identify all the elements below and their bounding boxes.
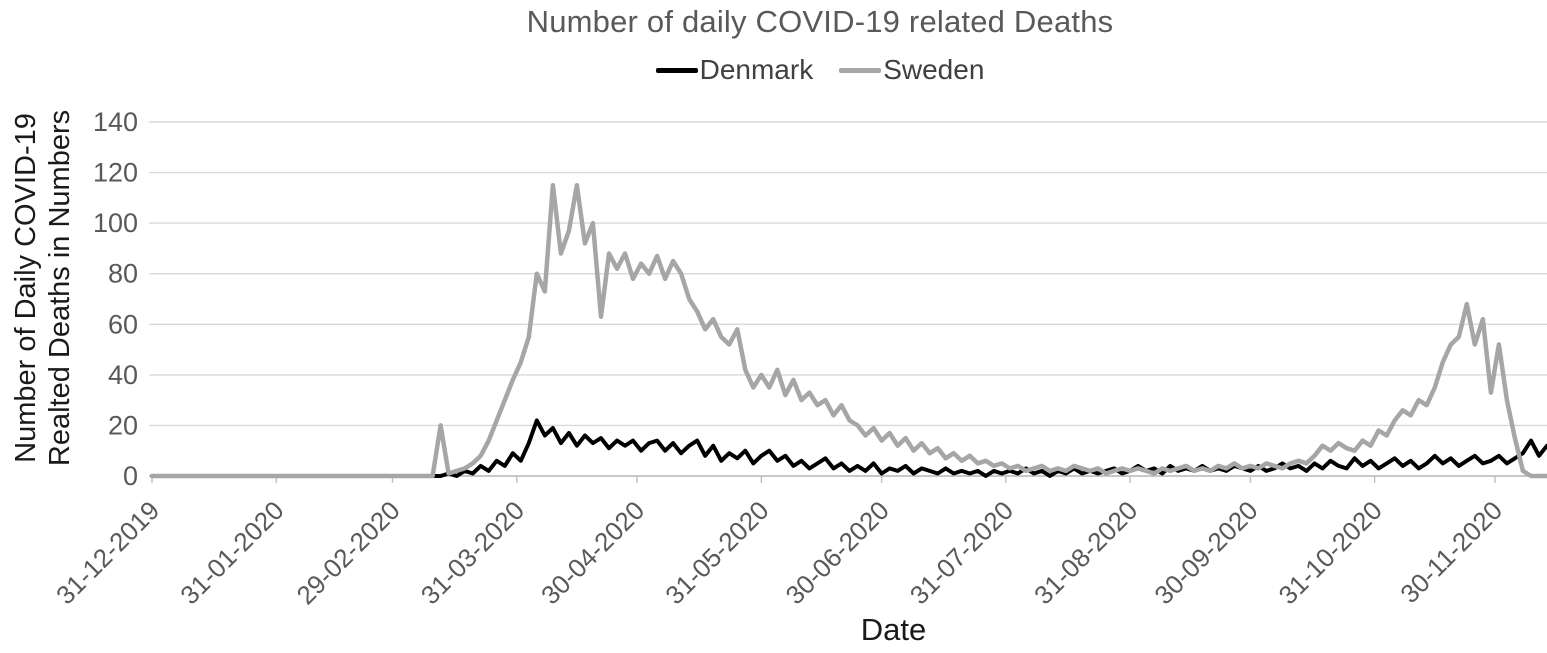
x-tick-label: 30-04-2020 (535, 495, 650, 610)
y-axis-title: Number of Daily COVID-19 Realted Deaths … (9, 73, 79, 503)
y-tick-label: 80 (108, 259, 138, 289)
x-tick-label: 31-03-2020 (415, 495, 530, 610)
x-tick-label: 30-09-2020 (1148, 495, 1263, 610)
y-tick-label: 40 (108, 360, 138, 390)
y-tick-label: 100 (93, 208, 138, 238)
legend: Denmark Sweden (90, 54, 1547, 86)
x-tick-label: 31-01-2020 (174, 495, 289, 610)
y-tick-label: 120 (93, 158, 138, 188)
x-tick-label: 30-11-2020 (1394, 495, 1508, 609)
x-tick-label: 31-10-2020 (1273, 495, 1388, 610)
x-tick-label: 31-07-2020 (904, 495, 1019, 610)
x-tick-label: 31-12-2019 (50, 495, 165, 610)
y-tick-label: 0 (123, 461, 138, 491)
legend-item-sweden: Sweden (839, 54, 984, 86)
series-line-denmark (150, 418, 1547, 478)
y-tick-label: 20 (108, 410, 138, 440)
legend-item-denmark: Denmark (655, 54, 814, 86)
y-axis-title-line-1: Number of Daily COVID-19 (10, 113, 42, 463)
y-axis-title-line-2: Realted Deaths in Numbers (44, 109, 76, 467)
y-tick-label: 60 (108, 309, 138, 339)
y-tick-label: 140 (93, 107, 138, 137)
chart-title: Number of daily COVID-19 related Deaths (526, 4, 1114, 39)
sweden-line-swatch (839, 67, 882, 73)
gridlines (149, 121, 1547, 477)
y-axis-tick-labels: 0 20 40 60 80 100 120 140 (93, 107, 138, 491)
denmark-line-swatch (655, 67, 698, 73)
x-tick-label: 31-05-2020 (659, 495, 774, 610)
x-axis-title: Date (860, 612, 927, 647)
series-line-sweden (149, 182, 1547, 479)
x-tick-label: 31-08-2020 (1028, 495, 1143, 610)
x-tick-label: 29-02-2020 (290, 495, 405, 610)
legend-label-denmark: Denmark (699, 54, 814, 85)
x-tick-label: 30-06-2020 (780, 495, 895, 610)
x-axis-tick-labels: 31-12-2019 31-01-2020 29-02-2020 31-03-2020… (50, 495, 1508, 610)
legend-label-sweden: Sweden (883, 54, 985, 85)
